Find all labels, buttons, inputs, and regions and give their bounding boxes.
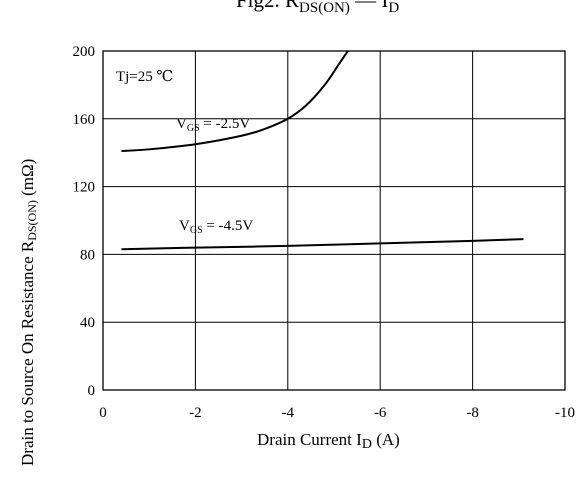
series-line-vgs-4-5v <box>121 238 524 251</box>
y-tick-label: 160 <box>73 112 96 128</box>
temperature-annotation: Tj=25 ℃ <box>116 69 173 85</box>
grid-lines <box>103 51 565 390</box>
series-label-vgs-2-5v: VGS = -2.5V <box>176 116 250 134</box>
x-tick-label: 0 <box>99 405 107 421</box>
x-tick-label: -8 <box>466 405 479 421</box>
x-tick-label: -4 <box>282 405 295 421</box>
x-tick-label: -6 <box>374 405 387 421</box>
x-tick-label: -2 <box>189 405 202 421</box>
series-lines <box>121 50 524 251</box>
chart-title: Fig2. RDS(ON) — ID <box>236 0 399 16</box>
y-tick-labels: 0 40 80 120 160 200 <box>73 44 96 399</box>
x-axis-label: Drain Current ID (A) <box>257 430 400 452</box>
series-line-vgs-2-5v <box>121 50 349 153</box>
y-tick-label: 200 <box>73 44 96 60</box>
x-tick-labels: 0 -2 -4 -6 -8 -10 <box>99 405 575 421</box>
x-tick-label: -10 <box>555 405 575 421</box>
series-label-vgs-4-5v: VGS = -4.5V <box>179 218 253 236</box>
y-tick-label: 120 <box>73 180 96 196</box>
y-axis-label: Drain to Source On Resistance RDS(ON) (m… <box>18 159 39 466</box>
plot-frame <box>102 50 566 391</box>
y-tick-label: 40 <box>80 315 95 331</box>
y-tick-label: 80 <box>80 247 95 263</box>
y-tick-label: 0 <box>88 383 96 399</box>
